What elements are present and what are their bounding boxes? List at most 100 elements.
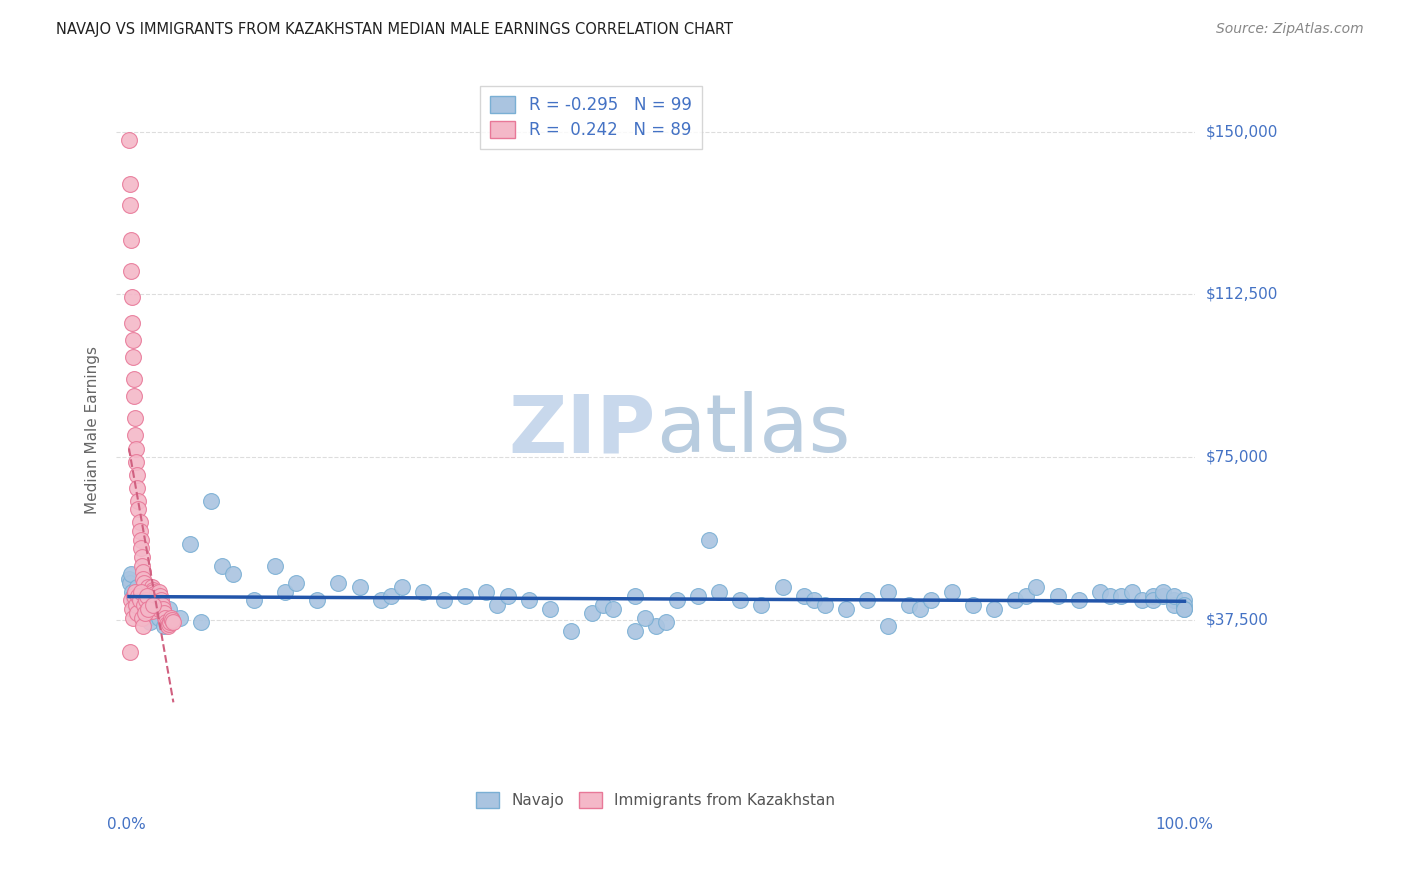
Point xyxy=(793,589,815,603)
Point xyxy=(1173,598,1195,612)
Point xyxy=(128,602,150,616)
Point xyxy=(148,584,170,599)
Point xyxy=(136,589,159,603)
Point xyxy=(124,584,146,599)
Point xyxy=(665,593,688,607)
Point xyxy=(142,598,165,612)
Point xyxy=(135,596,157,610)
Point xyxy=(307,593,329,607)
Point xyxy=(1088,584,1111,599)
Point xyxy=(1152,589,1174,603)
Point xyxy=(1067,593,1090,607)
Point xyxy=(134,593,156,607)
Text: Source: ZipAtlas.com: Source: ZipAtlas.com xyxy=(1216,22,1364,37)
Point xyxy=(803,593,825,607)
Point xyxy=(1099,589,1122,603)
Point xyxy=(1152,584,1174,599)
Point xyxy=(136,602,159,616)
Point xyxy=(1173,593,1195,607)
Point xyxy=(1142,593,1164,607)
Point xyxy=(138,589,160,603)
Point xyxy=(1015,589,1038,603)
Point xyxy=(602,602,624,616)
Point xyxy=(141,602,163,616)
Point xyxy=(148,602,170,616)
Point xyxy=(122,372,145,386)
Point xyxy=(124,411,146,425)
Point xyxy=(135,593,157,607)
Point xyxy=(285,576,308,591)
Text: ZIP: ZIP xyxy=(509,391,655,469)
Point xyxy=(122,333,145,347)
Point xyxy=(138,584,160,599)
Point xyxy=(127,607,149,621)
Point xyxy=(143,589,166,603)
Point xyxy=(135,598,157,612)
Point xyxy=(142,582,165,597)
Point xyxy=(129,607,152,621)
Point xyxy=(560,624,582,638)
Point xyxy=(124,598,146,612)
Point xyxy=(242,593,264,607)
Point xyxy=(149,589,172,603)
Point xyxy=(131,611,153,625)
Point xyxy=(127,493,149,508)
Point xyxy=(125,598,148,612)
Point xyxy=(142,584,165,599)
Point xyxy=(517,593,540,607)
Point xyxy=(211,558,233,573)
Point xyxy=(264,558,287,573)
Point xyxy=(145,591,167,606)
Point xyxy=(139,615,162,629)
Point xyxy=(142,589,165,603)
Point xyxy=(349,580,371,594)
Text: $150,000: $150,000 xyxy=(1206,124,1278,139)
Point xyxy=(127,481,149,495)
Point xyxy=(121,602,143,616)
Point xyxy=(581,607,603,621)
Point xyxy=(149,593,172,607)
Point xyxy=(134,602,156,616)
Point xyxy=(141,604,163,618)
Point xyxy=(655,615,678,629)
Point xyxy=(908,602,931,616)
Point xyxy=(141,599,163,614)
Point xyxy=(136,580,159,594)
Point xyxy=(751,598,773,612)
Point xyxy=(814,598,837,612)
Point xyxy=(1109,589,1132,603)
Point xyxy=(129,584,152,599)
Point xyxy=(412,584,434,599)
Point xyxy=(623,624,645,638)
Point xyxy=(707,584,730,599)
Point xyxy=(132,598,155,612)
Point xyxy=(145,602,167,616)
Point xyxy=(538,602,561,616)
Text: 0.0%: 0.0% xyxy=(107,817,146,832)
Point xyxy=(121,316,143,330)
Point xyxy=(983,602,1005,616)
Point xyxy=(125,442,148,456)
Point xyxy=(121,584,143,599)
Point xyxy=(157,617,180,632)
Point xyxy=(157,602,180,616)
Point xyxy=(835,602,858,616)
Point xyxy=(153,607,176,621)
Point xyxy=(145,596,167,610)
Point xyxy=(1046,589,1069,603)
Point xyxy=(134,607,156,621)
Point xyxy=(157,619,180,633)
Point xyxy=(120,593,142,607)
Point xyxy=(118,198,141,212)
Point xyxy=(122,351,145,365)
Point xyxy=(328,576,350,591)
Point xyxy=(162,613,184,627)
Text: 100.0%: 100.0% xyxy=(1156,817,1213,832)
Point xyxy=(132,611,155,625)
Point xyxy=(898,598,921,612)
Point xyxy=(496,589,519,603)
Point xyxy=(772,580,794,594)
Point xyxy=(127,584,149,599)
Point xyxy=(118,645,141,659)
Point xyxy=(162,615,184,629)
